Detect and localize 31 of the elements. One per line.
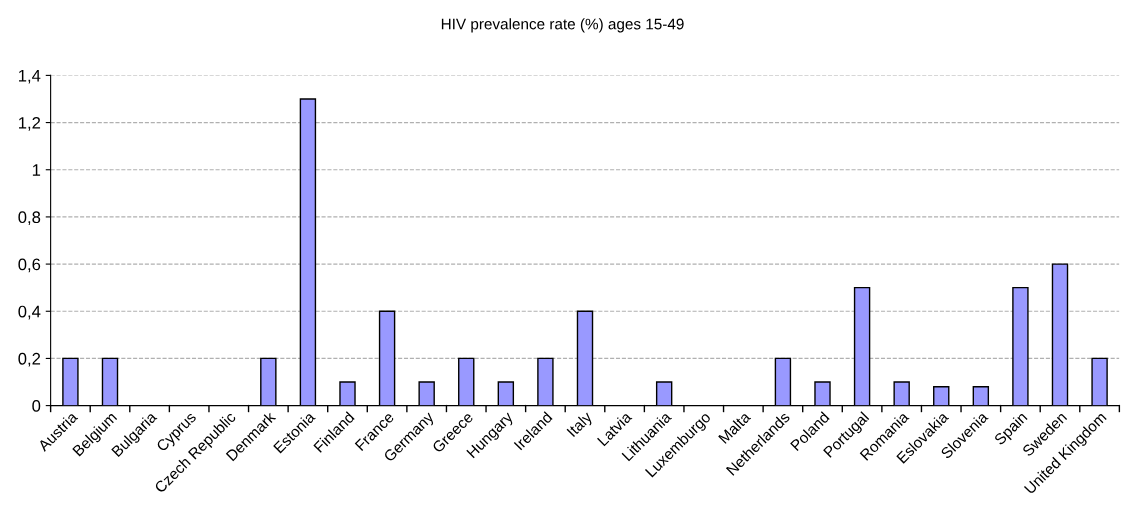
bar [418,381,435,406]
bar [378,310,396,406]
bar [853,286,871,406]
bar [458,357,475,406]
y-tick-label: 0,2 [18,352,41,367]
bar [893,381,910,406]
bar [655,381,673,406]
bar [537,357,554,406]
y-tick-label: 1,4 [19,69,41,84]
bar [497,381,515,406]
bar [933,386,950,406]
bar [62,357,79,406]
y-tick-label: 0,4 [18,305,41,320]
y-tick-label: 0 [32,400,41,412]
bar [1091,357,1108,406]
bar [101,357,119,406]
bar [972,386,990,406]
y-tick-label: 0,8 [18,211,41,226]
bar [814,381,831,406]
bar [260,357,277,406]
bar [1051,263,1069,406]
bar [339,381,356,406]
y-tick-label: 1,2 [19,116,41,131]
bar [576,310,594,406]
bar [1012,286,1029,406]
y-tick-label: 0,6 [18,258,41,273]
y-tick-label: 1 [32,164,41,176]
chart-title: HIV prevalence rate (%) ages 15-49 [441,18,684,33]
bar [774,357,792,406]
x-tick-label: Italy [566,410,596,440]
bar [299,98,317,406]
